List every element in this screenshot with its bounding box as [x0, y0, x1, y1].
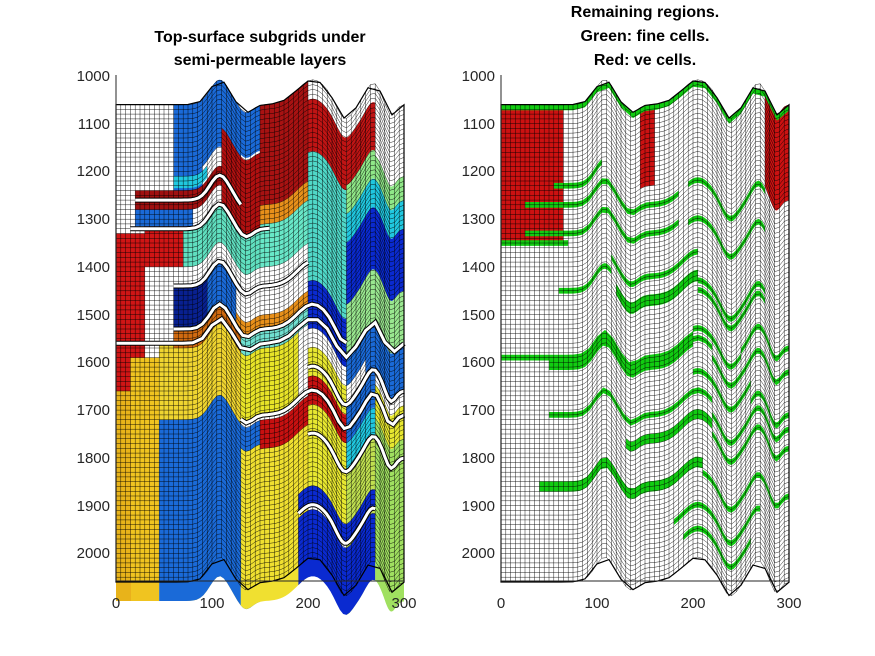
left-y-tick-label: 1100: [78, 116, 110, 133]
fine-cell-band: [549, 334, 713, 374]
right-x-tick-label: 300: [776, 595, 801, 612]
right-y-tick-label: 1400: [462, 259, 495, 276]
right-x-tick-label: 0: [497, 595, 505, 612]
right-y-tick-label: 1000: [462, 68, 495, 85]
left-x-tick-label: 0: [112, 595, 120, 612]
left-x-tick-label: 300: [391, 595, 416, 612]
mesh-outline: [115, 80, 405, 597]
semi-permeable-layer: [307, 431, 405, 474]
right-y-tick-label: 1500: [462, 307, 495, 324]
left-y-tick-label: 1600: [77, 354, 110, 371]
fine-cell-band: [741, 323, 789, 362]
semi-permeable-layer: [307, 364, 405, 407]
right-axes: [500, 75, 789, 582]
semi-permeable-layer: [130, 202, 270, 239]
right-chart-title: Remaining regions. Green: fine cells. Re…: [571, 4, 719, 69]
semi-permeable-layer: [239, 388, 405, 431]
fine-cell-band: [549, 387, 713, 426]
fine-cell-band: [688, 215, 765, 260]
right-y-tick-label: 1900: [462, 498, 495, 515]
right-title-line-1: Remaining regions.: [571, 4, 719, 21]
left-x-tick-label: 100: [199, 595, 224, 612]
fine-cell-band: [539, 456, 703, 499]
fine-cell-band: [616, 269, 698, 314]
left-mesh-outline: [115, 80, 405, 597]
right-y-tick-label: 1200: [462, 163, 495, 180]
left-y-tick-label: 1300: [77, 211, 110, 228]
left-y-tick-label: 1200: [77, 163, 110, 180]
mesh-region: [173, 275, 208, 329]
left-y-tick-label: 1000: [77, 68, 110, 85]
fine-cell-band: [693, 368, 751, 413]
right-y-tick-label: 1700: [462, 402, 495, 419]
mesh-region: [173, 165, 208, 189]
fine-cell-band: [558, 263, 612, 294]
semi-permeable-layer: [135, 173, 243, 206]
left-title-line-2: semi-permeable layers: [174, 52, 347, 69]
semi-permeable-layer: [116, 316, 405, 360]
right-x-tick-label: 200: [680, 595, 705, 612]
left-y-tick-label: 1900: [77, 498, 110, 515]
mesh-region: [501, 104, 564, 243]
right-y-tick-label: 1800: [462, 450, 495, 467]
right-y-tick-label: 1300: [462, 211, 495, 228]
right-y-tick-label: 2000: [462, 545, 495, 562]
fine-cell-band: [697, 287, 765, 332]
left-chart-title: Top-surface subgrids under semi-permeabl…: [154, 29, 365, 69]
fine-cell-band: [611, 248, 698, 287]
left-semi-permeable-layers: [116, 172, 406, 546]
mesh-outline: [500, 80, 790, 597]
right-x-tick-labels: 0 100 200 300: [497, 595, 802, 612]
left-title-line-1: Top-surface subgrids under: [154, 29, 365, 46]
left-x-tick-label: 200: [295, 595, 320, 612]
left-x-tick-labels: 0 100 200 300: [112, 595, 417, 612]
fine-cell-band: [688, 177, 765, 222]
right-y-tick-label: 1100: [463, 116, 495, 133]
semi-permeable-layer: [173, 259, 309, 296]
right-x-tick-label: 100: [584, 595, 609, 612]
semi-permeable-layer: [173, 302, 348, 345]
right-y-tick-labels: 1000 1100 1200 1300 1400 1500 1600 1700 …: [462, 68, 495, 562]
right-title-line-3: Red: ve cells.: [594, 52, 696, 69]
right-mesh-outline: [500, 80, 790, 597]
fine-cell-band: [549, 339, 693, 378]
fine-cell-band: [697, 277, 765, 322]
semi-permeable-layer: [297, 503, 376, 545]
right-title-line-2: Green: fine cells.: [581, 28, 710, 45]
right-panel: 0 100 200 300 1000 1100 1200 1300 1400 1…: [462, 4, 802, 612]
right-mesh-gridlines: [500, 79, 790, 597]
left-y-tick-labels: 1000 1100 1200 1300 1400 1500 1600 1700 …: [77, 68, 110, 562]
left-y-tick-label: 1800: [77, 450, 110, 467]
left-axes: [115, 75, 404, 582]
left-y-tick-label: 1500: [77, 307, 110, 324]
left-panel: 0 100 200 300 1000 1100 1200 1300 1400 1…: [77, 29, 417, 615]
mesh-region: [236, 291, 308, 337]
left-y-tick-label: 1400: [77, 259, 110, 276]
left-y-tick-label: 1700: [77, 402, 110, 419]
left-y-tick-label: 2000: [77, 545, 110, 562]
fine-cell-band: [750, 390, 789, 429]
right-y-tick-label: 1600: [462, 354, 495, 371]
mesh-region: [226, 85, 260, 158]
